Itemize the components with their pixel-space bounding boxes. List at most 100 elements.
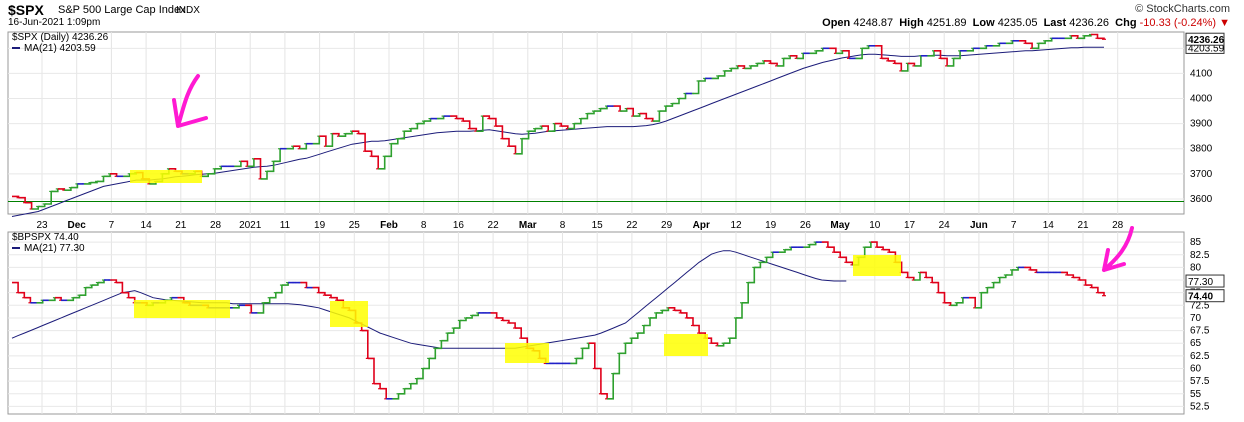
- spx-price-segment: [548, 123, 556, 132]
- x-tick-label: 17: [904, 220, 916, 231]
- bpspx-price-segment: [410, 378, 418, 385]
- spx-price-segment: [659, 106, 667, 112]
- spx-price-segment: [600, 106, 608, 110]
- spx-price-segment: [574, 118, 582, 125]
- spx-price-segment: [1025, 42, 1033, 49]
- bpspx-price-segment: [668, 307, 676, 311]
- bpspx-price-segment: [993, 277, 1001, 284]
- bpspx-price-segment: [245, 304, 253, 313]
- high-label: High: [899, 17, 924, 29]
- spx-price-segment: [901, 63, 909, 72]
- spx-price-segment: [835, 50, 844, 55]
- spx-price-segment: [580, 113, 589, 120]
- bpspx-price-segment: [1061, 271, 1068, 275]
- spx-price-segment: [110, 173, 118, 177]
- spx-ma-value-label: 4203.59: [1188, 43, 1225, 54]
- bpspx-price-segment: [1005, 269, 1013, 276]
- highlight-box: [130, 170, 202, 183]
- bpspx-price-segment: [600, 393, 608, 399]
- y-tick-label: 80: [1190, 262, 1202, 273]
- spx-price-segment: [123, 173, 131, 178]
- spx-price-segment: [698, 78, 706, 82]
- spx-price-segment: [594, 108, 602, 112]
- bpspx-price-segment: [97, 280, 105, 284]
- spx-price-segment: [103, 173, 111, 178]
- x-tick-label: 11: [280, 220, 291, 231]
- bpspx-price-segment: [416, 368, 424, 380]
- spx-price-segment: [744, 65, 752, 70]
- spx-price-segment: [325, 133, 334, 147]
- bpspx-price-segment: [48, 297, 56, 302]
- bpspx-price-segment: [693, 324, 700, 334]
- pink-arrow-icon: [1102, 226, 1134, 272]
- bpspx-price-segment: [232, 305, 240, 309]
- spx-price-segment: [737, 65, 746, 69]
- bpspx-price-segment: [662, 307, 670, 312]
- spx-price-segment: [469, 127, 478, 132]
- bpspx-price-segment: [331, 296, 338, 301]
- spx-price-segment: [842, 50, 850, 59]
- bpspx-price-segment: [91, 282, 99, 286]
- x-tick-label: 19: [314, 220, 326, 231]
- bpspx-price-segment: [834, 251, 841, 258]
- bpspx-price-segment: [67, 297, 75, 302]
- bpspx-price-segment: [631, 333, 639, 339]
- spx-price-segment: [979, 45, 988, 50]
- bpspx-price-segment: [73, 295, 81, 299]
- bpspx-price-segment: [907, 276, 915, 280]
- bpspx-price-segment: [367, 357, 375, 384]
- x-tick-label: 2021: [239, 220, 262, 231]
- highlight-box: [505, 343, 549, 363]
- spx-price-segment: [1045, 38, 1053, 42]
- bpspx-price-segment: [275, 285, 283, 294]
- spx-price-segment: [1090, 33, 1099, 39]
- spx-price-segment: [25, 201, 33, 209]
- spx-price-segment: [64, 187, 72, 191]
- spx-price-segment: [260, 171, 268, 180]
- chart-datetime: 16-Jun-2021 1:09pm: [8, 17, 101, 28]
- spx-price-segment: [561, 125, 569, 129]
- bpspx-price-segment: [840, 256, 848, 263]
- spx-price-segment: [587, 111, 595, 115]
- bpspx-price-segment: [361, 329, 369, 359]
- bpspx-legend-ma: MA(21) 77.30: [24, 243, 85, 254]
- spx-price-segment: [51, 188, 59, 193]
- spx-price-segment: [1077, 35, 1086, 40]
- bpspx-price-segment: [318, 291, 326, 296]
- x-tick-label: 10: [869, 220, 881, 231]
- bpspx-price-segment: [637, 325, 645, 334]
- spx-legend-price: $SPX (Daily) 4236.26: [12, 32, 109, 43]
- y-tick-label: 72.5: [1190, 300, 1210, 311]
- x-tick-label: 22: [488, 220, 500, 231]
- spx-price-segment: [783, 55, 791, 60]
- spx-price-segment: [620, 108, 628, 112]
- spx-price-segment: [724, 68, 733, 72]
- x-tick-label: 25: [349, 220, 361, 231]
- bpspx-price-segment: [1091, 286, 1099, 293]
- spx-last-value-label-box: [1185, 32, 1225, 46]
- bpspx-legend-price: $BPSPX 74.40: [12, 232, 79, 243]
- spx-price-segment: [293, 145, 301, 149]
- spx-price-segment: [397, 131, 406, 140]
- x-tick-label: 26: [800, 220, 812, 231]
- x-tick-label: 8: [421, 220, 427, 231]
- open-value: 4248.87: [853, 17, 894, 29]
- spx-price-segment: [332, 132, 340, 137]
- spx-price-segment: [70, 183, 79, 189]
- spx-price-segment: [718, 70, 726, 77]
- bpspx-price-segment: [877, 246, 884, 250]
- bpspx-price-segment: [1012, 267, 1019, 271]
- spx-price-segment: [38, 204, 46, 208]
- bpspx-last-value-label-box: [1185, 289, 1225, 303]
- chg-value: -10.33 (-0.24%): [1139, 17, 1217, 29]
- highlight-box: [330, 301, 368, 327]
- stockcharts-logo: © StockCharts.com: [1135, 3, 1230, 15]
- bpspx-price-segment: [380, 387, 387, 399]
- bpspx-price-segment: [18, 291, 26, 298]
- y-tick-label: 62.5: [1190, 351, 1210, 362]
- y-tick-label: 55: [1190, 389, 1202, 400]
- y-tick-label: 52.5: [1190, 401, 1210, 412]
- bpspx-price-segment: [809, 242, 817, 246]
- bpspx-price-segment: [870, 241, 878, 248]
